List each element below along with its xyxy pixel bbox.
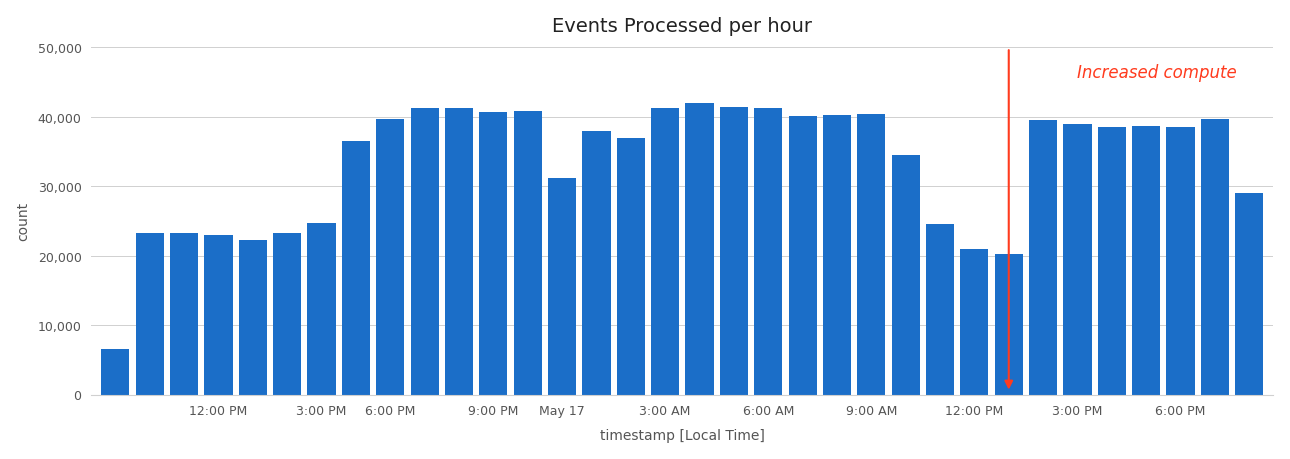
Bar	[788, 117, 817, 395]
Bar	[1236, 194, 1263, 395]
Bar	[307, 224, 335, 395]
Bar	[377, 120, 404, 395]
Bar	[239, 241, 267, 395]
Bar	[204, 236, 232, 395]
Bar	[170, 233, 199, 395]
Bar	[1201, 120, 1229, 395]
Bar	[135, 234, 164, 395]
Bar	[1063, 124, 1091, 395]
Bar	[1098, 128, 1126, 395]
Bar	[102, 350, 129, 395]
Bar	[342, 142, 370, 395]
Bar	[1029, 121, 1058, 395]
Bar	[617, 138, 645, 395]
Bar	[720, 108, 748, 395]
Bar	[548, 179, 577, 395]
Bar	[1166, 128, 1195, 395]
Bar	[823, 116, 851, 395]
Bar	[995, 255, 1023, 395]
Text: Increased compute: Increased compute	[1077, 63, 1237, 81]
Bar	[410, 108, 439, 395]
Bar	[858, 115, 885, 395]
Y-axis label: count: count	[17, 202, 31, 241]
Bar	[960, 250, 988, 395]
X-axis label: timestamp [Local Time]: timestamp [Local Time]	[600, 428, 765, 442]
Bar	[480, 112, 507, 395]
Bar	[582, 131, 610, 395]
Bar	[926, 225, 955, 395]
Bar	[273, 234, 302, 395]
Bar	[445, 109, 473, 395]
Bar	[651, 109, 680, 395]
Title: Events Processed per hour: Events Processed per hour	[552, 17, 813, 36]
Bar	[1133, 127, 1160, 395]
Bar	[755, 109, 782, 395]
Bar	[513, 112, 542, 395]
Bar	[891, 156, 920, 395]
Bar	[685, 104, 713, 395]
